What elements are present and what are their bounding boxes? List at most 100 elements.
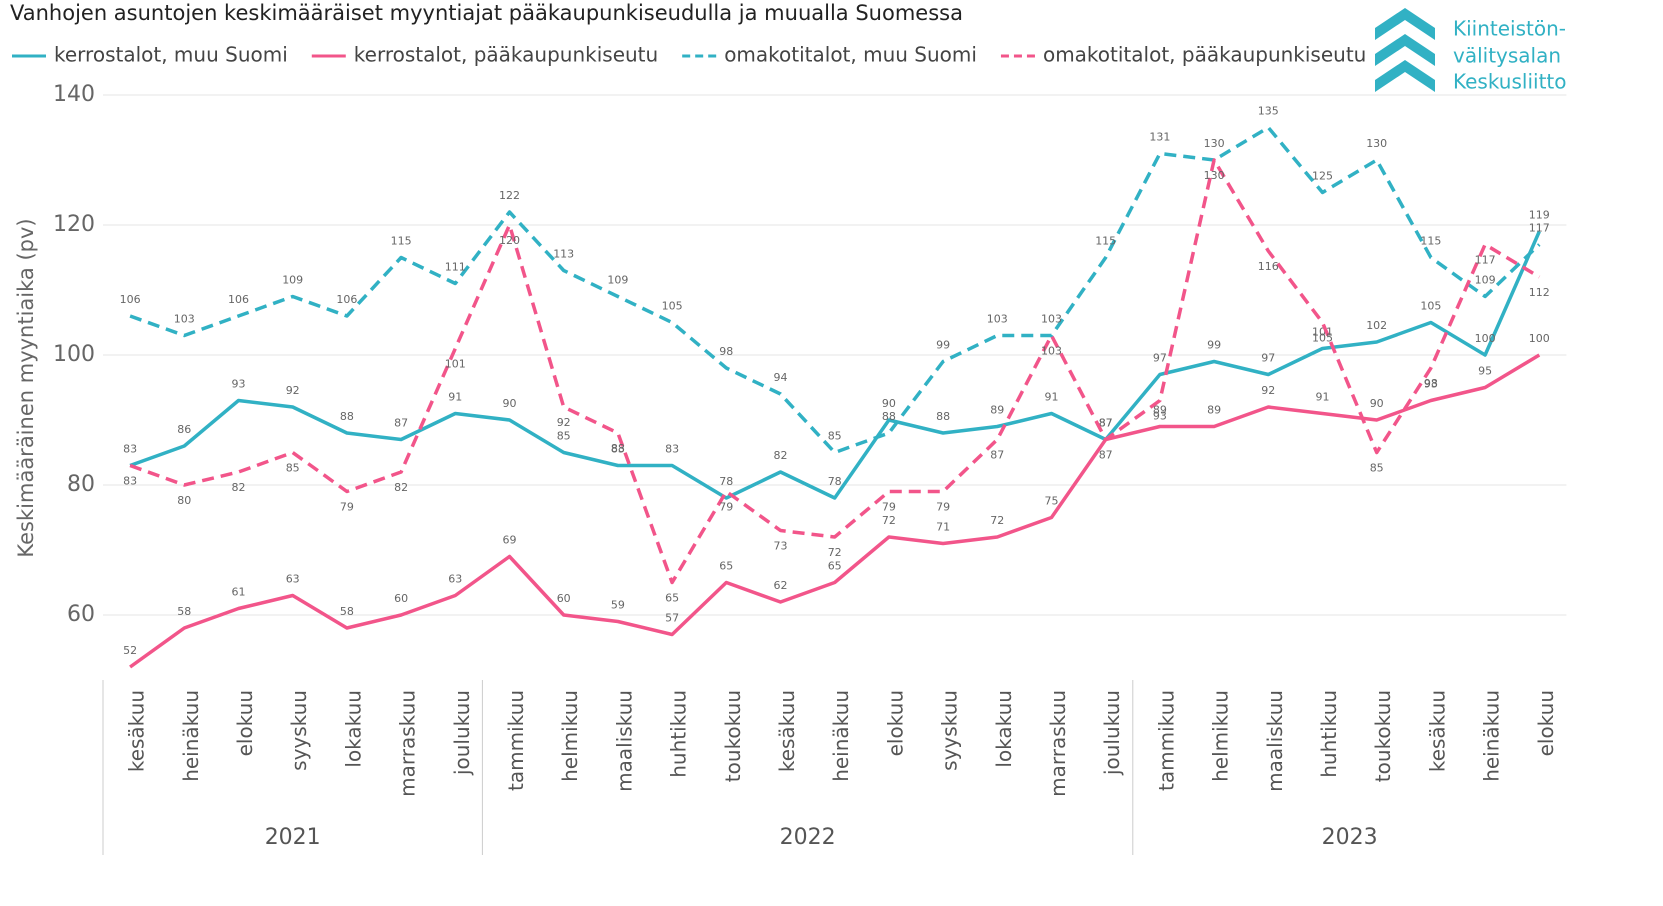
data-label: 101 [445, 358, 466, 371]
x-tick-label: toukokuu [1371, 690, 1395, 782]
data-label: 122 [499, 189, 520, 202]
data-label: 79 [719, 501, 733, 514]
data-label: 115 [1420, 235, 1441, 248]
x-tick-label: syyskuu [287, 690, 311, 771]
data-label: 85 [828, 430, 842, 443]
data-label: 88 [340, 410, 354, 423]
data-label: 89 [1153, 404, 1167, 417]
data-label: 117 [1475, 254, 1496, 267]
x-tick-label: maaliskuu [612, 690, 636, 792]
data-label: 93 [1424, 378, 1438, 391]
legend-label: kerrostalot, muu Suomi [54, 43, 288, 67]
data-label: 88 [611, 442, 625, 455]
data-label: 90 [882, 397, 896, 410]
data-label: 79 [882, 501, 896, 514]
data-label: 99 [1207, 339, 1221, 352]
data-label: 92 [1261, 384, 1275, 397]
data-label: 61 [232, 586, 246, 599]
y-tick-label: 80 [67, 472, 95, 497]
data-label: 52 [123, 644, 137, 657]
x-tick-label: marraskuu [1046, 690, 1070, 797]
data-label: 98 [1424, 377, 1438, 390]
data-label: 83 [665, 443, 679, 456]
data-label: 93 [1153, 410, 1167, 423]
data-label: 130 [1204, 137, 1225, 150]
data-label: 111 [445, 261, 466, 274]
data-label: 106 [120, 293, 141, 306]
x-tick-label: helmikuu [1209, 690, 1233, 782]
x-tick-label: lokakuu [992, 690, 1016, 768]
data-label: 119 [1529, 209, 1550, 222]
data-label: 109 [1475, 274, 1496, 287]
data-label: 58 [340, 605, 354, 618]
data-label: 95 [1478, 365, 1492, 378]
data-label: 92 [557, 416, 571, 429]
x-tick-label: elokuu [1534, 690, 1558, 756]
legend-label: omakotitalot, muu Suomi [724, 43, 977, 67]
data-label: 83 [123, 443, 137, 456]
data-label: 65 [828, 560, 842, 573]
series-line [129, 158, 1541, 585]
data-label: 91 [1045, 391, 1059, 404]
data-label: 60 [557, 592, 571, 605]
data-label: 82 [774, 449, 788, 462]
x-tick-label: heinäkuu [829, 690, 853, 782]
x-tick-label: kesäkuu [775, 690, 799, 772]
logo-text: välitysalan [1453, 44, 1561, 68]
data-label: 105 [662, 300, 683, 313]
data-label: 91 [448, 391, 462, 404]
data-label: 58 [177, 605, 191, 618]
data-label: 109 [282, 274, 303, 287]
data-label: 79 [340, 501, 354, 514]
logo-chevron [1375, 34, 1435, 66]
x-tick-label: kesäkuu [1425, 690, 1449, 772]
data-label: 90 [1370, 397, 1384, 410]
data-label: 79 [936, 501, 950, 514]
x-tick-label: huhtikuu [1317, 690, 1341, 778]
data-label: 87 [1099, 449, 1113, 462]
group-label: 2022 [780, 825, 836, 850]
data-label: 63 [286, 573, 300, 586]
data-label: 100 [1529, 332, 1550, 345]
x-tick-label: heinäkuu [179, 690, 203, 782]
data-label: 75 [1045, 495, 1059, 508]
data-label: 60 [394, 592, 408, 605]
data-label: 98 [719, 345, 733, 358]
group-label: 2021 [265, 825, 321, 850]
data-label: 130 [1366, 137, 1387, 150]
data-label: 59 [611, 599, 625, 612]
data-label: 92 [286, 384, 300, 397]
data-label: 100 [1475, 332, 1496, 345]
x-tick-label: toukokuu [721, 690, 745, 782]
data-label: 106 [228, 293, 249, 306]
x-tick-label: tammikuu [504, 690, 528, 791]
data-label: 80 [177, 494, 191, 507]
logo: Kiinteistön- välitysalan Keskusliitto [1375, 8, 1567, 94]
data-label: 71 [936, 521, 950, 534]
data-label: 125 [1312, 170, 1333, 183]
series-line [129, 125, 1541, 455]
y-tick-label: 120 [53, 212, 95, 237]
data-label: 86 [177, 423, 191, 436]
data-label: 87 [990, 449, 1004, 462]
x-tick-label: lokakuu [341, 690, 365, 768]
data-label: 72 [882, 514, 896, 527]
data-label: 85 [1370, 462, 1384, 475]
data-label: 120 [499, 234, 520, 247]
data-label: 87 [1099, 417, 1113, 430]
logo-chevron [1375, 60, 1435, 92]
data-label: 78 [828, 475, 842, 488]
x-tick-label: marraskuu [396, 690, 420, 797]
data-label: 103 [1041, 313, 1062, 326]
data-label: 82 [232, 481, 246, 494]
data-label: 115 [1095, 235, 1116, 248]
x-tick-label: tammikuu [1154, 690, 1178, 791]
data-label: 106 [336, 293, 357, 306]
legend-label: kerrostalot, pääkaupunkiseutu [354, 43, 658, 67]
x-tick-label: elokuu [883, 690, 907, 756]
group-label: 2023 [1322, 825, 1378, 850]
data-label: 91 [1316, 391, 1330, 404]
data-label: 65 [719, 560, 733, 573]
data-label: 85 [557, 430, 571, 443]
data-label: 97 [1261, 352, 1275, 365]
